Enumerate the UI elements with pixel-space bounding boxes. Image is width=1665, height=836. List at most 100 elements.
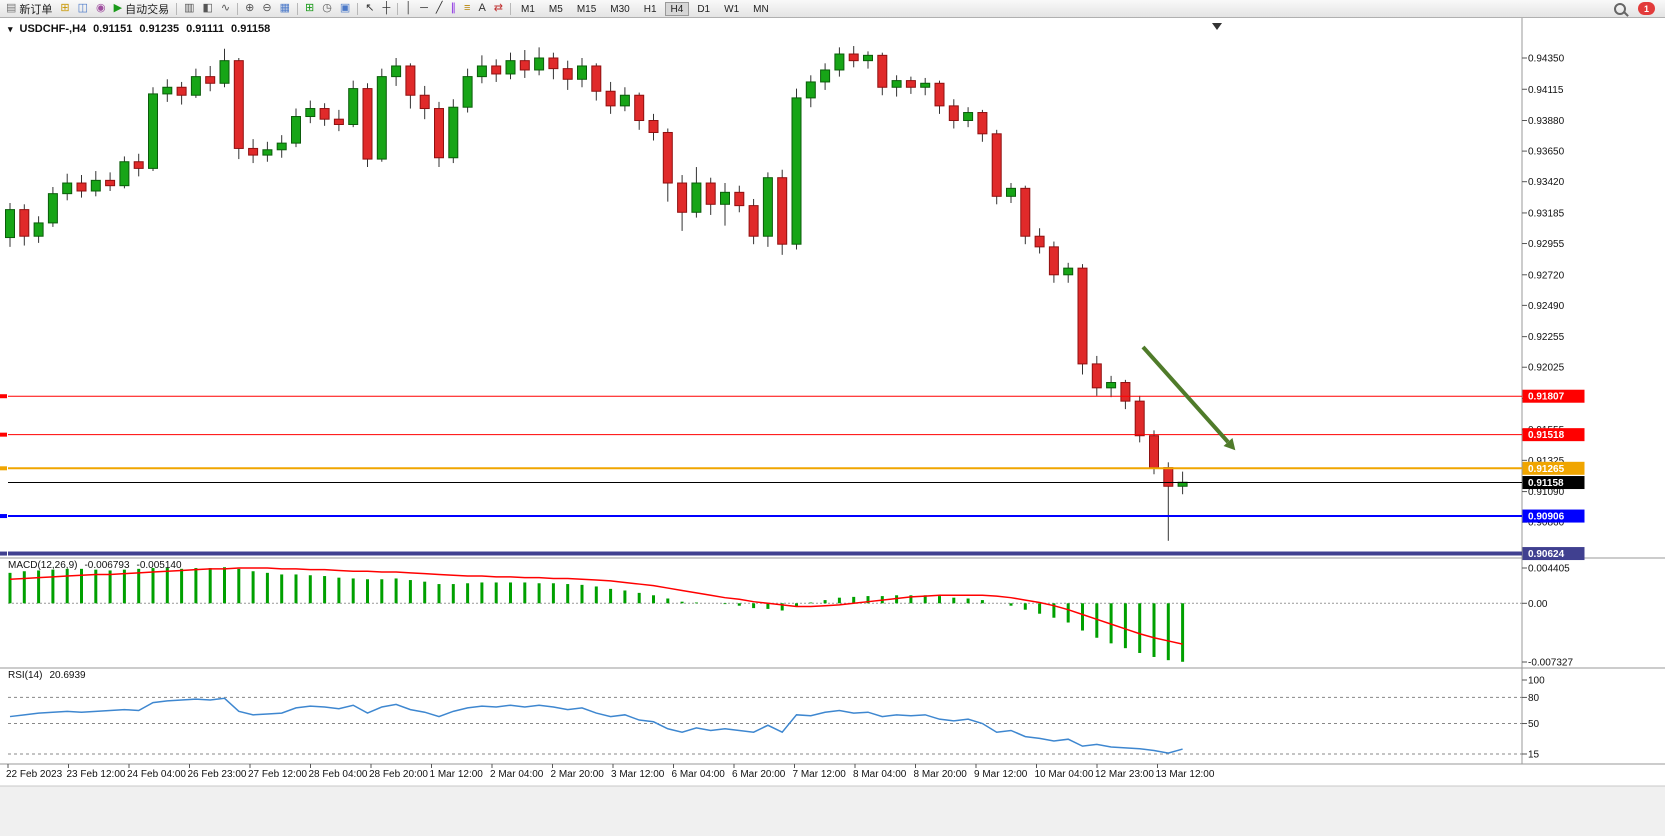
timeframe-m30[interactable]: M30 (610, 3, 630, 15)
chart-canvas[interactable]: 0.94350 0.94115 0.93880 0.93650 0.93420 0.931… (0, 18, 1665, 836)
profiles-button[interactable]: ◷ (318, 0, 336, 18)
candle-down (405, 65, 416, 96)
candle-down (1091, 363, 1102, 389)
arrows-button[interactable]: ⇄ (490, 0, 507, 18)
svg-text:0.90624: 0.90624 (1528, 549, 1565, 560)
candlestick-chart-button[interactable]: ◧ (199, 0, 217, 18)
timeframe-mn[interactable]: MN (753, 3, 769, 15)
price-axis-tick: 0.92490 (1528, 301, 1565, 312)
candle-up (791, 97, 802, 245)
cursor-button[interactable]: ↖ (361, 0, 378, 18)
bid-price-tag (1522, 476, 1585, 490)
toolbar-separator (176, 2, 178, 15)
candle-down (991, 133, 1002, 197)
time-axis-label: 26 Feb 23:00 (188, 769, 247, 780)
candle-up (291, 116, 301, 144)
candle-down (233, 60, 244, 149)
candle-down (948, 105, 959, 122)
trend-arrow[interactable] (1141, 345, 1230, 444)
rsi-label: RSI(14) (8, 670, 43, 681)
candle-up (1106, 382, 1117, 389)
bar-chart-button[interactable]: ▥ (180, 0, 198, 18)
new-chart-button[interactable]: ⊞ (301, 0, 318, 18)
rsi-axis-tick: 80 (1528, 693, 1540, 704)
channel-icon: ∥ (450, 2, 457, 14)
candle-down (734, 191, 745, 207)
timeframe-buttons: M1 M5 M15 M30 H1 H4 D1 W1 MN (514, 0, 776, 18)
line-chart-icon: ∿ (220, 2, 231, 14)
candle-up (33, 222, 44, 237)
zoom-out-button[interactable]: ⊖ (258, 0, 275, 18)
hline-handle[interactable] (0, 551, 7, 556)
timeframe-h4[interactable]: H4 (664, 1, 690, 16)
toolbar-separator (397, 2, 399, 15)
candle-up (820, 69, 831, 83)
text-button[interactable]: A (474, 0, 489, 18)
search-icon[interactable] (1614, 2, 1626, 15)
price-axis-tick: 0.92720 (1528, 270, 1565, 281)
hline-handle[interactable] (0, 432, 7, 437)
fibonacci-button[interactable]: ≡ (460, 0, 474, 18)
auto-trading-button[interactable]: ▶ 自动交易 (110, 0, 173, 18)
price-axis-tick: 0.92955 (1528, 239, 1565, 250)
candle-down (662, 131, 673, 184)
timeframe-m1[interactable]: M1 (521, 3, 535, 15)
crosshair-icon: ┼ (382, 2, 391, 14)
zoom-in-button[interactable]: ⊕ (241, 0, 258, 18)
candle-down (877, 54, 888, 88)
price-axis-tick: 0.91090 (1528, 487, 1565, 498)
timeframe-h1[interactable]: H1 (643, 3, 657, 15)
candlestick-series (5, 46, 1188, 541)
navigator-icon: ◉ (96, 2, 106, 14)
candle-up (476, 65, 487, 78)
time-axis-label: 10 Mar 04:00 (1035, 769, 1094, 780)
zoom-out-icon: ⊖ (262, 2, 272, 14)
candle-down (333, 118, 344, 125)
candle-down (76, 182, 87, 192)
candle-down (205, 76, 216, 84)
candle-up (448, 106, 459, 159)
timeframe-w1[interactable]: W1 (724, 3, 740, 15)
hline-handle[interactable] (0, 514, 7, 519)
candle-down (977, 112, 988, 135)
line-chart-button[interactable]: ∿ (217, 0, 234, 18)
candle-up (90, 179, 101, 192)
time-axis-label: 9 Mar 12:00 (974, 769, 1028, 780)
auto-trading-button-label: 自动交易 (125, 3, 170, 16)
data-window-button[interactable]: ◫ (74, 0, 92, 18)
channel-button[interactable]: ∥ (447, 0, 461, 18)
candle-up (691, 182, 702, 213)
vertical-line-button[interactable]: │ (401, 0, 416, 18)
trendline-button[interactable]: ╱ (432, 0, 447, 18)
candle-down (176, 86, 187, 96)
new-chart-icon: ⊞ (304, 2, 315, 14)
candle-up (534, 57, 545, 71)
toolbar-buttons: ▤ 新订单 ⊞ ◫ ◉ ▶ 自动交易 ▥ ◧ ∿ ⊕ ⊖ ▦ ⊞ ◷ ▣ ↖ ┼ │ ─ ╱ ∥ ≡ A ⇄ (2, 0, 514, 18)
candle-up (720, 191, 730, 205)
crosshair-button[interactable]: ┼ (378, 0, 394, 18)
macd-indicator-header: MACD(12,26,9) -0.006793 -0.005140 (8, 560, 182, 571)
candle-up (5, 209, 15, 239)
collapse-caret-icon[interactable]: ▾ (8, 24, 13, 34)
candle-down (648, 120, 659, 133)
navigator-button[interactable]: ◉ (92, 0, 110, 18)
rsi-axis-tick: 50 (1528, 719, 1540, 730)
hline-handle[interactable] (0, 466, 7, 471)
chart-snapshot-button[interactable]: ▣ (336, 0, 354, 18)
fibonacci-icon: ≡ (464, 2, 471, 14)
toolbar: ▤ 新订单 ⊞ ◫ ◉ ▶ 自动交易 ▥ ◧ ∿ ⊕ ⊖ ▦ ⊞ ◷ ▣ ↖ ┼ │ ─ ╱ ∥ ≡ A ⇄ M1 M5 M15 M3… (0, 0, 1665, 18)
macd-axis-tick: 0.004405 (1528, 564, 1570, 575)
timeframe-m5[interactable]: M5 (548, 3, 563, 15)
tile-windows-button[interactable]: ▦ (276, 0, 294, 18)
market-watch-button[interactable]: ⊞ (56, 0, 73, 18)
hline-price-tag (1522, 461, 1585, 475)
timeframe-d1[interactable]: D1 (697, 3, 711, 15)
hline-handle[interactable] (0, 394, 7, 399)
timeframe-m15[interactable]: M15 (576, 3, 597, 15)
chart-shift-marker[interactable] (1212, 23, 1222, 30)
notification-badge[interactable]: 1 (1638, 2, 1655, 15)
new-order-button[interactable]: ▤ 新订单 (2, 0, 56, 18)
candle-down (1048, 246, 1059, 276)
horizontal-line-button[interactable]: ─ (416, 0, 432, 18)
candle-down (934, 82, 945, 107)
